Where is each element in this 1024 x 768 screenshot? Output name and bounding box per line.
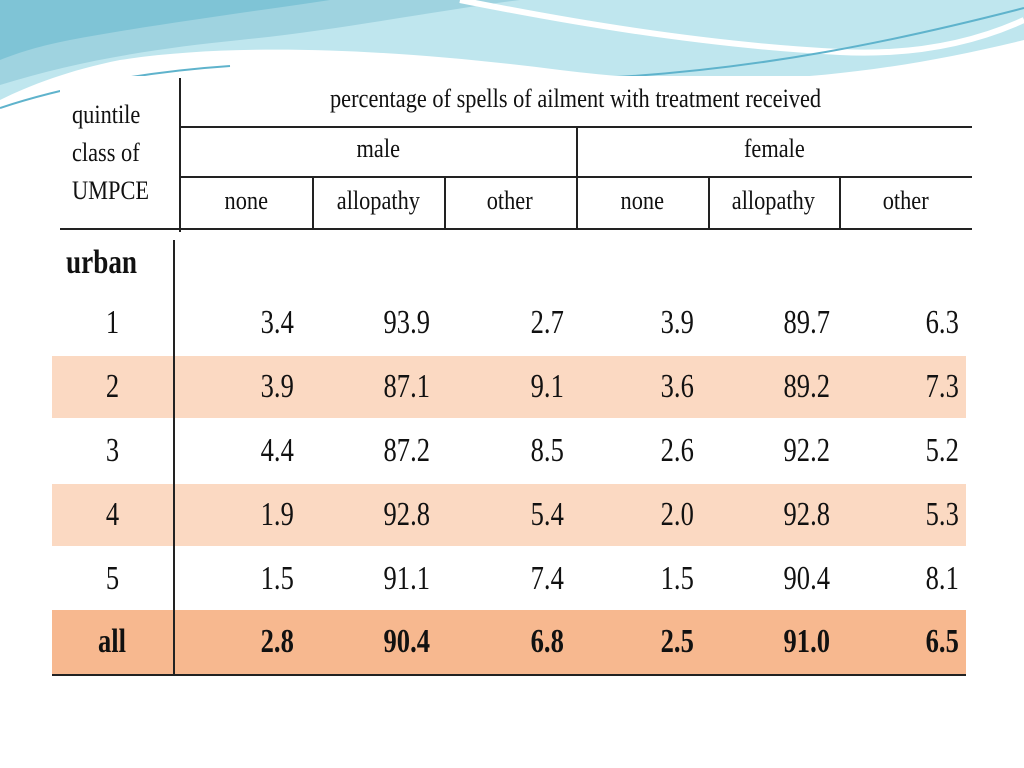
row-label: 5 xyxy=(105,560,119,597)
col-divider xyxy=(312,176,314,230)
cell-value: 3.4 xyxy=(260,304,294,341)
body-vertical-divider xyxy=(173,240,175,676)
header-bottom-rule xyxy=(60,228,972,230)
cell-value: 6.8 xyxy=(530,623,564,660)
col-header: none xyxy=(620,186,664,215)
row-label: 1 xyxy=(105,304,119,341)
cell-value: 87.2 xyxy=(383,432,431,469)
cell-value: 87.1 xyxy=(383,368,431,405)
cell-value: 6.5 xyxy=(925,623,959,660)
row-label: 2 xyxy=(105,368,119,405)
cell-value: 2.6 xyxy=(660,432,694,469)
row-stub-header: quintile class of UMPCE xyxy=(72,96,149,210)
cell-value: 3.9 xyxy=(260,368,294,405)
table-row: 3 4.4 87.2 8.5 2.6 92.2 5.2 xyxy=(52,420,966,482)
col-header: allopathy xyxy=(731,186,816,215)
cell-value: 6.3 xyxy=(925,304,959,341)
stub-line: UMPCE xyxy=(72,176,150,205)
col-divider xyxy=(839,176,841,230)
col-header: allopathy xyxy=(336,186,420,215)
table-body: urban 1 3.4 93.9 2.7 3.9 89.7 6.3 2 3.9 … xyxy=(52,240,966,676)
col-header: none xyxy=(224,186,268,215)
cell-value: 8.5 xyxy=(530,432,564,469)
row-label: 4 xyxy=(105,496,119,533)
group-male: male xyxy=(356,134,400,163)
cell-value: 93.9 xyxy=(383,304,431,341)
cell-value: 2.7 xyxy=(530,304,564,341)
cell-value: 91.0 xyxy=(783,623,831,660)
cell-value: 3.9 xyxy=(660,304,694,341)
stub-line: class of xyxy=(72,138,140,167)
cell-value: 2.5 xyxy=(660,623,694,660)
cell-value: 90.4 xyxy=(783,560,831,597)
col-header: other xyxy=(882,186,929,215)
cell-value: 9.1 xyxy=(530,368,564,405)
cell-value: 1.5 xyxy=(260,560,294,597)
cell-value: 1.9 xyxy=(260,496,294,533)
table-row: 4 1.9 92.8 5.4 2.0 92.8 5.3 xyxy=(52,484,966,546)
cell-value: 89.2 xyxy=(783,368,831,405)
section-label-urban: urban xyxy=(66,244,138,281)
cell-value: 5.3 xyxy=(925,496,959,533)
cell-value: 7.3 xyxy=(925,368,959,405)
table-title: percentage of spells of ailment with tre… xyxy=(330,84,822,113)
body-bottom-rule xyxy=(52,674,966,676)
stub-line: quintile xyxy=(72,100,141,129)
group-divider xyxy=(576,126,578,230)
header-vertical-divider xyxy=(179,78,181,232)
row-label: all xyxy=(97,623,127,660)
cell-value: 92.8 xyxy=(783,496,831,533)
cell-value: 92.2 xyxy=(783,432,831,469)
cell-value: 7.4 xyxy=(530,560,564,597)
cell-value: 8.1 xyxy=(925,560,959,597)
cell-value: 91.1 xyxy=(383,560,431,597)
cell-value: 89.7 xyxy=(783,304,831,341)
col-divider xyxy=(708,176,710,230)
cell-value: 1.5 xyxy=(660,560,694,597)
cell-value: 90.4 xyxy=(383,623,431,660)
cell-value: 92.8 xyxy=(383,496,431,533)
cell-value: 5.4 xyxy=(530,496,564,533)
cell-value: 2.0 xyxy=(660,496,694,533)
table-row-total: all 2.8 90.4 6.8 2.5 91.0 6.5 xyxy=(52,610,966,674)
col-divider xyxy=(444,176,446,230)
cell-value: 2.8 xyxy=(260,623,294,660)
table-row: 5 1.5 91.1 7.4 1.5 90.4 8.1 xyxy=(52,548,966,610)
group-female: female xyxy=(744,134,805,163)
table-header: quintile class of UMPCE percentage of sp… xyxy=(60,76,972,232)
cell-value: 4.4 xyxy=(260,432,294,469)
cell-value: 5.2 xyxy=(925,432,959,469)
col-header: other xyxy=(487,186,533,215)
table-row: 1 3.4 93.9 2.7 3.9 89.7 6.3 xyxy=(52,292,966,354)
table-row: 2 3.9 87.1 9.1 3.6 89.2 7.3 xyxy=(52,356,966,418)
cell-value: 3.6 xyxy=(660,368,694,405)
row-label: 3 xyxy=(105,432,119,469)
